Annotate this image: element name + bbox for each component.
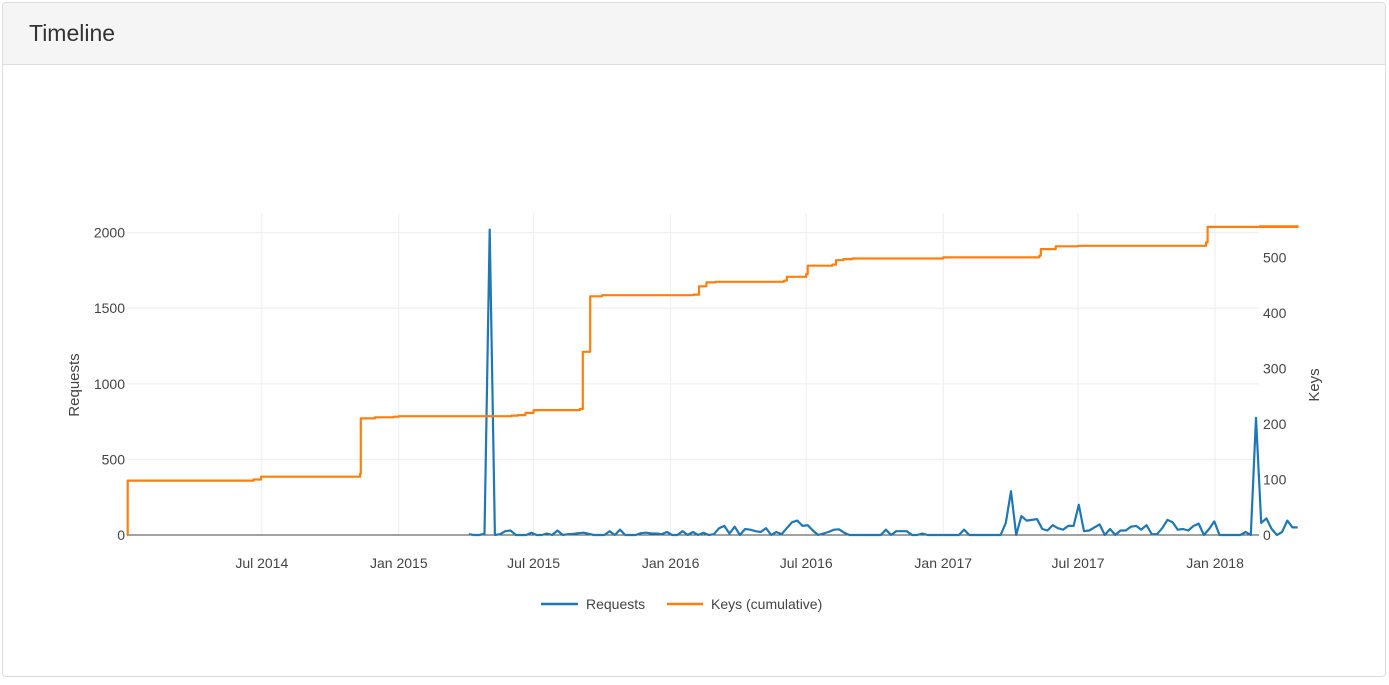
grid-lines (127, 213, 1259, 536)
x-tick-label: Jan 2017 (914, 555, 972, 571)
x-tick-label: Jan 2018 (1186, 555, 1244, 571)
right-tick-label: 500 (1263, 249, 1287, 265)
requests-series-line (468, 228, 1298, 537)
panel-heading: Timeline (3, 3, 1385, 65)
legend-keys-label[interactable]: Keys (cumulative) (711, 596, 822, 612)
x-axis-ticks: Jul 2014 Jan 2015 Jul 2015 Jan 2016 Jul 2016… (235, 555, 1244, 571)
panel-title: Timeline (29, 20, 116, 46)
x-tick-label: Jul 2015 (507, 555, 560, 571)
left-tick-label: 2000 (94, 225, 125, 241)
left-tick-label: 1000 (94, 376, 125, 392)
left-tick-label: 1500 (94, 300, 125, 316)
legend-requests-label[interactable]: Requests (586, 596, 645, 612)
x-tick-label: Jan 2016 (642, 555, 700, 571)
right-tick-label: 300 (1263, 360, 1287, 376)
right-tick-label: 200 (1263, 416, 1287, 432)
left-tick-label: 500 (102, 451, 126, 467)
right-tick-label: 0 (1263, 527, 1271, 543)
series-lines (126, 225, 1299, 537)
right-tick-label: 400 (1263, 305, 1287, 321)
left-axis-ticks: 0 500 1000 1500 2000 (94, 225, 125, 543)
legend[interactable]: Requests Keys (cumulative) (541, 596, 822, 612)
left-axis-label: Requests (66, 353, 83, 416)
x-tick-label: Jul 2017 (1052, 555, 1105, 571)
x-tick-label: Jul 2014 (235, 555, 288, 571)
x-tick-label: Jul 2016 (780, 555, 833, 571)
right-tick-label: 100 (1263, 471, 1287, 487)
x-tick-label: Jan 2015 (370, 555, 428, 571)
right-axis-label: Keys (1306, 368, 1323, 401)
left-tick-label: 0 (117, 527, 125, 543)
keys-series-line (126, 225, 1299, 537)
right-axis-ticks: 0 100 200 300 400 500 (1263, 249, 1287, 543)
